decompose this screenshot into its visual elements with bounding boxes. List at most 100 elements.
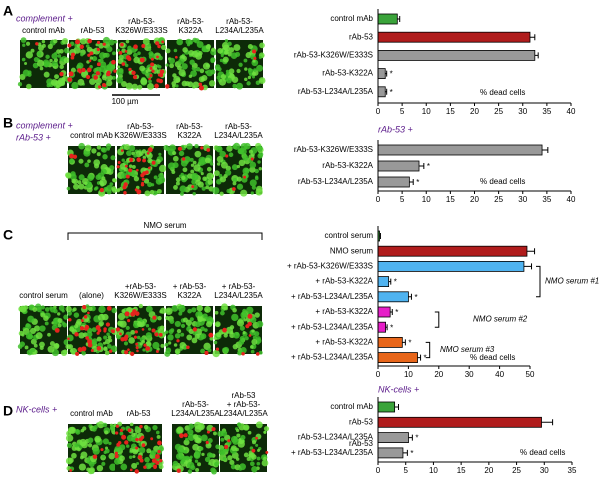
cell bbox=[152, 341, 160, 350]
cell bbox=[148, 79, 152, 84]
cell bbox=[43, 71, 50, 78]
dead-cell bbox=[87, 311, 90, 315]
cell bbox=[63, 314, 69, 320]
cell bbox=[103, 186, 109, 192]
cell bbox=[60, 349, 68, 357]
significance: * bbox=[390, 88, 393, 97]
cell bbox=[229, 459, 235, 466]
dead-cell bbox=[255, 436, 258, 440]
cell bbox=[102, 438, 109, 445]
cell bbox=[103, 346, 108, 351]
cell bbox=[19, 305, 27, 313]
cell bbox=[172, 460, 179, 467]
dead-cell bbox=[92, 454, 98, 459]
dead-cell bbox=[87, 339, 93, 345]
cell bbox=[222, 56, 229, 63]
dead-cell bbox=[115, 431, 119, 435]
cell bbox=[242, 154, 249, 161]
dead-cell bbox=[105, 322, 111, 327]
dead-cell bbox=[75, 39, 80, 45]
dead-cell bbox=[70, 55, 75, 60]
dead-cell bbox=[253, 56, 257, 60]
error-bar bbox=[541, 419, 554, 426]
cell bbox=[176, 426, 184, 434]
cell bbox=[99, 65, 106, 73]
significance: * bbox=[427, 162, 430, 171]
cell bbox=[183, 439, 190, 446]
dead-cell bbox=[67, 77, 73, 82]
dead-cell bbox=[151, 458, 157, 463]
cell bbox=[40, 312, 46, 318]
cell bbox=[236, 164, 241, 169]
cell bbox=[230, 435, 238, 443]
cell bbox=[159, 325, 165, 330]
cell bbox=[125, 39, 130, 44]
cell bbox=[126, 150, 132, 157]
dead-cell bbox=[96, 346, 102, 351]
cell bbox=[109, 463, 117, 471]
dead-cell bbox=[74, 332, 79, 337]
cell bbox=[174, 333, 181, 339]
cell bbox=[233, 142, 241, 150]
cell bbox=[176, 38, 183, 46]
cell bbox=[174, 320, 181, 328]
cell bbox=[66, 442, 73, 448]
cell bbox=[188, 74, 193, 78]
dead-cell bbox=[141, 44, 146, 49]
cell bbox=[213, 170, 220, 177]
cell bbox=[244, 67, 248, 71]
cell bbox=[70, 67, 76, 73]
cell bbox=[180, 460, 185, 465]
cell bbox=[192, 443, 199, 451]
cell bbox=[192, 37, 198, 43]
cell bbox=[137, 84, 143, 90]
bar bbox=[377, 245, 528, 257]
cell bbox=[92, 447, 100, 455]
cell bbox=[186, 334, 193, 341]
dead-cell bbox=[114, 451, 118, 455]
cell bbox=[173, 343, 178, 347]
cell bbox=[21, 57, 26, 62]
dead-cell bbox=[72, 154, 78, 159]
image-label: rAb-53-L234A/L235A bbox=[215, 17, 264, 35]
cell bbox=[71, 81, 79, 90]
cell bbox=[197, 462, 202, 467]
dead-cell bbox=[224, 444, 229, 450]
cell bbox=[164, 330, 169, 334]
cell bbox=[145, 324, 150, 328]
cell bbox=[128, 337, 135, 344]
cell bbox=[192, 160, 197, 165]
dead-cell bbox=[265, 450, 269, 454]
cell bbox=[25, 332, 33, 340]
cell bbox=[195, 437, 202, 444]
cell bbox=[136, 461, 140, 466]
cell bbox=[117, 312, 126, 321]
cell bbox=[206, 172, 214, 180]
dead-cell bbox=[150, 437, 154, 441]
cell bbox=[231, 313, 239, 322]
cell bbox=[39, 66, 44, 71]
cell bbox=[47, 43, 53, 50]
image-label: control mAb bbox=[70, 131, 113, 140]
cell bbox=[147, 327, 152, 331]
x-tick-label: 20 bbox=[484, 466, 493, 475]
dead-cell bbox=[131, 70, 136, 75]
micrograph bbox=[65, 421, 118, 475]
cell bbox=[24, 345, 29, 350]
cell bbox=[117, 320, 123, 326]
group-label: NMO serum #2 bbox=[473, 315, 528, 324]
cell bbox=[139, 65, 146, 72]
cell bbox=[255, 175, 259, 179]
category-label: + rAb-53-L234A/L235A bbox=[291, 353, 374, 362]
cell bbox=[172, 84, 176, 88]
dead-cell bbox=[123, 182, 128, 187]
cell bbox=[195, 179, 201, 186]
dead-cell bbox=[111, 329, 116, 334]
cell bbox=[227, 41, 232, 46]
dead-cell bbox=[124, 50, 128, 53]
cell bbox=[119, 455, 125, 462]
cell bbox=[178, 58, 185, 65]
cell bbox=[201, 452, 205, 457]
x-axis-label: % dead cells bbox=[480, 88, 525, 97]
cell bbox=[226, 145, 233, 152]
